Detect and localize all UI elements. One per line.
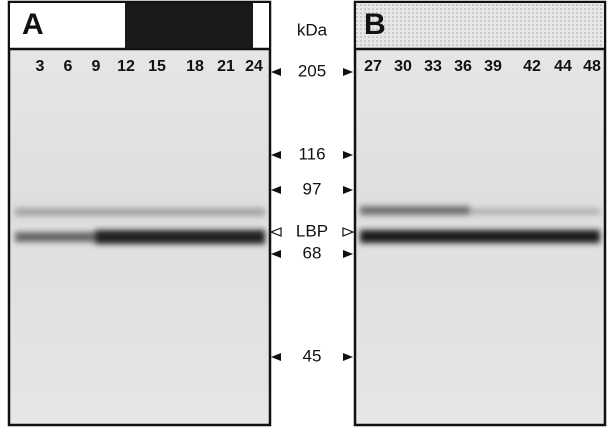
marker-arrow	[271, 151, 281, 159]
lane-label: 9	[92, 58, 101, 75]
marker-label: 45	[303, 346, 322, 365]
lane-label: 42	[523, 58, 541, 75]
lane-label: 36	[454, 58, 472, 75]
lane-label: 3	[36, 58, 45, 75]
marker-arrow	[271, 250, 281, 258]
lane-label: 12	[117, 58, 135, 75]
marker-label: 116	[298, 144, 325, 163]
lane-label: 44	[554, 58, 572, 75]
panel-a: A	[7, 0, 272, 427]
marker-label: 97	[303, 179, 322, 198]
dark-period	[125, 3, 253, 49]
header	[356, 3, 604, 49]
lane-label: 48	[583, 58, 601, 75]
marker-arrow	[343, 151, 353, 159]
lane-label: 15	[148, 58, 166, 75]
lane-label: 6	[64, 58, 73, 75]
bands	[15, 208, 265, 244]
marker-arrow	[343, 250, 353, 258]
marker-arrow	[342, 227, 355, 237]
marker-label: 205	[298, 61, 326, 80]
marker-label: 68	[303, 243, 322, 262]
lane-label: 27	[364, 58, 382, 75]
marker-arrow	[343, 353, 353, 361]
lane-label: 39	[484, 58, 502, 75]
lane-label: 18	[186, 58, 204, 75]
marker-label: LBP	[296, 221, 328, 240]
marker-arrow	[343, 186, 353, 194]
marker-arrow	[269, 227, 282, 237]
lane-label: 30	[394, 58, 412, 75]
bands	[360, 206, 600, 243]
panel-label: A	[22, 8, 44, 41]
unit-label: kDa	[297, 20, 328, 39]
marker-arrow	[271, 353, 281, 361]
marker-arrow	[343, 68, 353, 76]
panel-b: B	[353, 0, 607, 427]
panel-label: B	[364, 8, 386, 41]
lane-label: 21	[217, 58, 235, 75]
marker-arrow	[271, 68, 281, 76]
lane-label: 33	[424, 58, 442, 75]
marker-arrow	[271, 186, 281, 194]
lane-label: 24	[245, 58, 263, 75]
